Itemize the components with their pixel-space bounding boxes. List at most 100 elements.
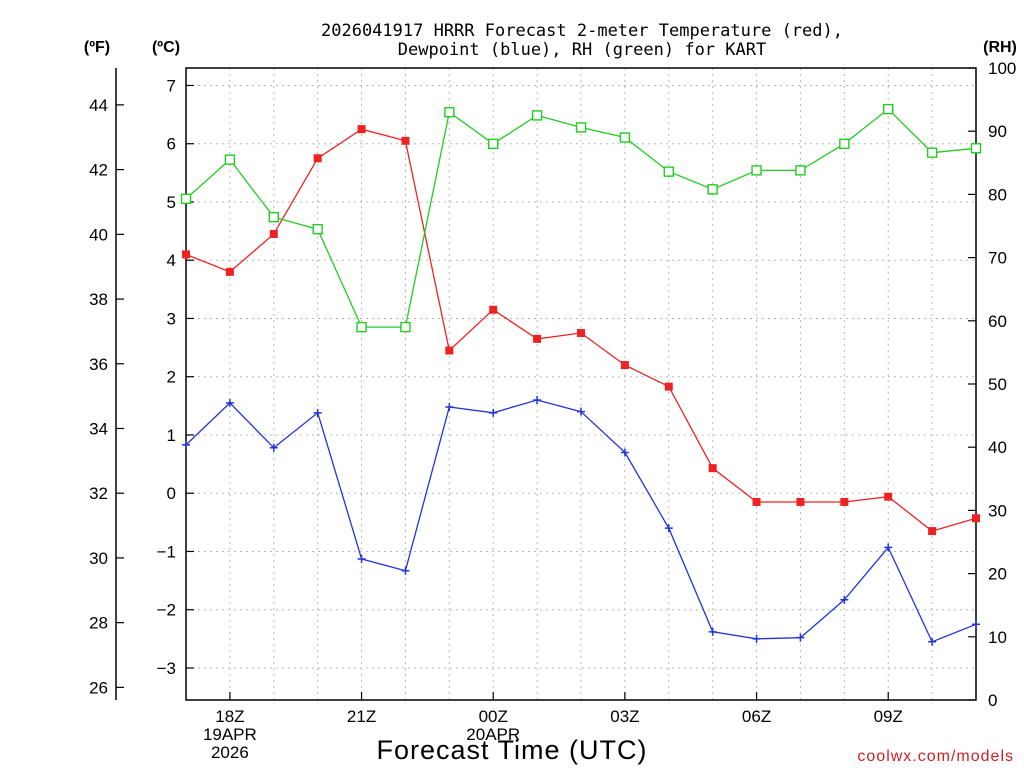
- fahrenheit-tick-label: 26: [89, 678, 108, 697]
- rh-point: [180, 193, 192, 205]
- rh-point: [488, 138, 499, 150]
- rh-point: [356, 321, 367, 333]
- x-tick-label: 20APR: [466, 725, 520, 744]
- chart-title-line2: Dewpoint (blue), RH (green) for KART: [398, 40, 766, 60]
- dewpoint-point: [928, 637, 937, 646]
- rh-tick-label: 100: [988, 59, 1016, 78]
- rh-point: [970, 143, 982, 154]
- rh-point: [883, 103, 894, 115]
- dewpoint-point: [182, 440, 190, 449]
- dewpoint-point: [225, 398, 234, 407]
- x-tick-label: 21Z: [347, 707, 376, 726]
- dewpoint-point: [972, 620, 980, 629]
- dewpoint-point: [489, 408, 498, 417]
- rh-tick-label: 0: [988, 691, 997, 710]
- rh-point: [707, 184, 718, 195]
- celsius-tick-label: −3: [157, 659, 176, 678]
- dewpoint-point: [401, 566, 410, 575]
- temperature-point: [489, 305, 498, 314]
- rh-point: [751, 165, 762, 176]
- fahrenheit-tick-label: 32: [89, 484, 108, 503]
- celsius-tick-label: 3: [167, 309, 176, 328]
- temperature-point: [401, 136, 410, 145]
- celsius-tick-label: 7: [167, 76, 176, 95]
- rh-point: [619, 132, 631, 143]
- data-series: [180, 103, 982, 646]
- fahrenheit-tick-label: 34: [89, 419, 108, 438]
- temperature-point: [708, 464, 717, 473]
- rh-point: [926, 147, 938, 158]
- rh-point: [224, 154, 236, 165]
- celsius-tick-label: 4: [167, 251, 176, 270]
- fahrenheit-tick-label: 44: [89, 96, 108, 115]
- dewpoint-point: [884, 543, 893, 552]
- temperature-series: [182, 125, 980, 536]
- celsius-tick-label: −2: [157, 601, 176, 620]
- temperature-point: [577, 329, 585, 338]
- dewpoint-point: [620, 448, 629, 457]
- axes: −3−2−10123456726283032343638404244010203…: [89, 59, 1016, 762]
- temperature-point: [445, 346, 454, 355]
- temperature-point: [928, 527, 937, 536]
- dewpoint-point: [357, 555, 366, 564]
- x-tick-label: 00Z: [479, 707, 508, 726]
- celsius-tick-label: 0: [167, 484, 176, 503]
- dewpoint-point: [708, 627, 717, 636]
- watermark: coolwx.com/models: [857, 748, 1014, 765]
- rh-tick-label: 50: [988, 375, 1007, 394]
- rh-unit-label: (RH): [983, 39, 1017, 56]
- dewpoint-point: [533, 396, 542, 405]
- rh-tick-label: 60: [988, 312, 1007, 331]
- rh-tick-label: 80: [988, 185, 1007, 204]
- temperature-point: [620, 361, 629, 370]
- temperature-point: [752, 497, 761, 506]
- rh-series: [180, 103, 982, 333]
- rh-point: [531, 110, 543, 121]
- rh-tick-label: 30: [988, 501, 1007, 520]
- temperature-point: [796, 497, 805, 506]
- plot-frame: [185, 67, 977, 701]
- fahrenheit-tick-label: 40: [89, 225, 108, 244]
- grid-lines: [186, 68, 976, 700]
- rh-point: [663, 166, 674, 177]
- fahrenheit-tick-label: 42: [89, 161, 108, 180]
- x-axis-title: Forecast Time (UTC): [376, 735, 647, 765]
- celsius-tick-label: 1: [167, 426, 176, 445]
- temperature-point: [533, 334, 542, 343]
- dewpoint-series: [182, 396, 980, 646]
- dewpoint-point: [269, 443, 278, 452]
- fahrenheit-unit-label: (ºF): [84, 39, 110, 56]
- chart-title-line1: 2026041917 HRRR Forecast 2-meter Tempera…: [321, 21, 843, 41]
- x-tick-label: 03Z: [610, 707, 639, 726]
- x-tick-label: 09Z: [874, 707, 903, 726]
- x-tick-label: 19APR: [203, 725, 257, 744]
- temperature-point: [357, 125, 366, 134]
- dewpoint-point: [445, 403, 454, 412]
- x-tick-label: 2026: [211, 743, 249, 762]
- dewpoint-line: [185, 399, 977, 643]
- fahrenheit-tick-label: 30: [89, 549, 108, 568]
- rh-point: [444, 107, 455, 118]
- rh-point: [400, 321, 411, 333]
- dewpoint-point: [577, 407, 585, 416]
- dewpoint-point: [796, 633, 805, 642]
- rh-point: [312, 223, 323, 235]
- rh-tick-label: 40: [988, 438, 1007, 457]
- celsius-tick-label: 6: [167, 135, 176, 154]
- rh-point: [575, 122, 587, 133]
- celsius-unit-label: (ºC): [152, 39, 180, 56]
- temperature-point: [664, 382, 673, 391]
- rh-point: [795, 165, 806, 176]
- rh-tick-label: 20: [988, 565, 1007, 584]
- celsius-tick-label: −1: [157, 542, 176, 561]
- fahrenheit-tick-label: 28: [89, 614, 108, 633]
- dewpoint-point: [840, 595, 849, 604]
- temperature-point: [269, 230, 278, 239]
- temperature-point: [313, 154, 322, 163]
- celsius-tick-label: 5: [167, 193, 176, 212]
- x-tick-label: 06Z: [742, 707, 771, 726]
- rh-point: [268, 211, 279, 223]
- temperature-point: [884, 492, 893, 501]
- dewpoint-point: [664, 524, 673, 533]
